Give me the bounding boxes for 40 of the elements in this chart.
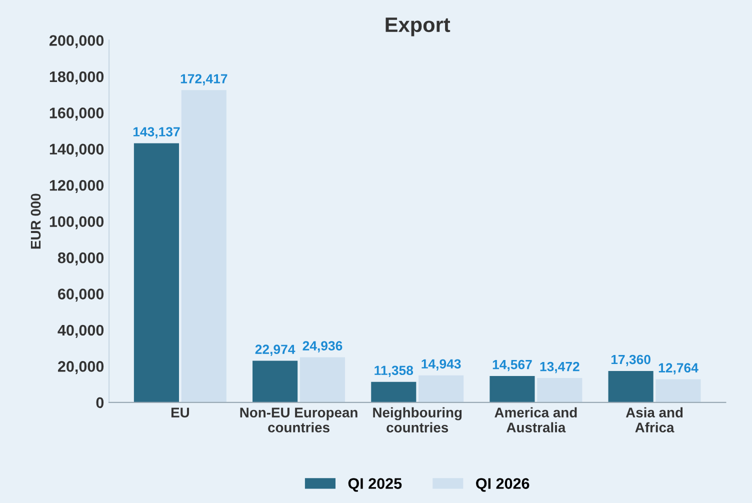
data-label: 14,943: [422, 359, 461, 370]
x-tick-label: America and Australia: [494, 407, 577, 432]
y-tick-label: 160,000: [50, 108, 104, 121]
data-label: 24,936: [302, 341, 342, 352]
bar: [656, 379, 701, 402]
x-tick-label: Asia and Africa: [626, 407, 683, 432]
y-tick-label: 140,000: [50, 144, 104, 157]
bar: [490, 376, 535, 402]
y-tick-label: 60,000: [58, 288, 104, 302]
bar: [252, 360, 298, 402]
x-tick-label: Non-EU European countries: [240, 408, 358, 432]
bar: [134, 143, 180, 402]
y-tick-label: 0: [96, 397, 104, 408]
chart-title: Export: [386, 18, 450, 36]
y-tick-label: 40,000: [58, 324, 104, 338]
legend-label: QI 2025: [348, 478, 402, 492]
bar: [418, 375, 464, 402]
bar: [181, 90, 226, 402]
y-tick-label: 100,000: [50, 216, 104, 230]
y-tick-label: 20,000: [58, 361, 104, 374]
data-label: 22,974: [255, 344, 296, 356]
y-tick-label: 180,000: [50, 71, 104, 84]
bar: [608, 370, 654, 402]
data-label: 12,764: [658, 363, 698, 374]
bar: [537, 378, 582, 402]
y-tick-label: 200,000: [49, 35, 104, 48]
data-label: 13,472: [540, 362, 580, 374]
data-label: 172,417: [180, 74, 228, 86]
x-tick-label: EU: [171, 408, 189, 418]
data-label: 17,360: [611, 354, 650, 366]
data-label: 11,358: [374, 366, 414, 377]
y-tick-label: 120,000: [50, 180, 104, 194]
y-axis-title: EUR 000: [30, 194, 41, 249]
data-label: 14,567: [492, 360, 532, 372]
bar: [371, 382, 416, 402]
y-tick-label: 80,000: [58, 252, 104, 266]
data-label: 143,137: [133, 127, 180, 138]
x-tick-label: Neighbouring countries: [373, 407, 462, 432]
bar: [300, 357, 346, 402]
legend-label: QI 2026: [476, 478, 530, 492]
